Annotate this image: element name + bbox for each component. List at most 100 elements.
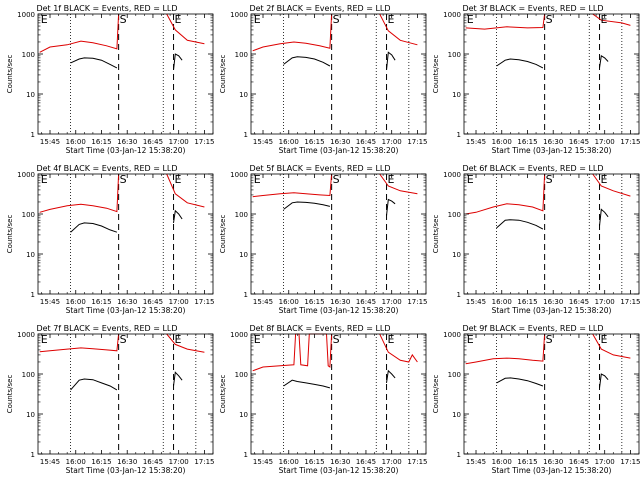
y-tick-label: 100 xyxy=(235,211,248,219)
marker-S-label: S xyxy=(546,173,553,186)
detector-panel: Det 2f BLACK = Events, RED = LLD Counts/s… xyxy=(219,4,428,155)
detector-panel: Det 7f BLACK = Events, RED = LLD Counts/s… xyxy=(6,324,215,475)
black-events-series xyxy=(70,222,118,233)
y-tick-label: 1000 xyxy=(230,11,248,19)
red-lld-series xyxy=(252,13,333,52)
marker-E-label: E xyxy=(467,333,474,346)
x-tick-label: 16:30 xyxy=(117,458,137,466)
x-tick-label: 17:00 xyxy=(169,138,189,146)
y-tick-label: 1 xyxy=(244,291,248,299)
x-tick-label: 16:30 xyxy=(543,298,563,306)
y-axis-label: Counts/sec xyxy=(432,375,440,414)
y-tick-label: 100 xyxy=(235,371,248,379)
marker-E-label: E xyxy=(175,173,182,186)
y-tick-label: 100 xyxy=(22,51,35,59)
marker-E-label: E xyxy=(388,173,395,186)
x-tick-label: 16:00 xyxy=(279,298,299,306)
black-events-series xyxy=(599,54,609,68)
x-tick-label: 16:45 xyxy=(569,458,589,466)
red-lld-series xyxy=(252,173,333,198)
plot-frame xyxy=(463,13,640,135)
plot-frame xyxy=(250,13,427,135)
marker-E-label: E xyxy=(601,13,608,26)
x-axis-label: Start Time (03-Jan-12 15:38:20) xyxy=(66,466,186,475)
y-axis-label: Counts/sec xyxy=(6,215,14,254)
marker-E-label: E xyxy=(467,173,474,186)
y-tick-label: 1000 xyxy=(230,331,248,339)
x-tick-label: 16:15 xyxy=(91,458,111,466)
black-events-series xyxy=(70,378,118,391)
y-tick-label: 10 xyxy=(452,91,461,99)
x-tick-label: 17:00 xyxy=(169,458,189,466)
detector-panel: Det 8f BLACK = Events, RED = LLD Counts/s… xyxy=(219,324,428,475)
panel-title: Det 8f BLACK = Events, RED = LLD xyxy=(249,324,390,333)
black-events-series xyxy=(70,57,118,69)
red-lld-series xyxy=(379,333,418,363)
y-tick-label: 10 xyxy=(239,91,248,99)
plot-frame xyxy=(463,333,640,455)
x-tick-label: 16:00 xyxy=(492,138,512,146)
red-lld-series xyxy=(592,13,631,26)
y-tick-label: 1000 xyxy=(443,11,461,19)
black-events-series xyxy=(386,51,396,70)
x-tick-label: 16:30 xyxy=(330,458,350,466)
red-lld-series xyxy=(252,333,333,372)
red-lld-series xyxy=(39,333,120,353)
y-tick-label: 10 xyxy=(26,251,35,259)
x-tick-label: 17:15 xyxy=(407,138,427,146)
x-tick-label: 17:00 xyxy=(595,138,615,146)
y-axis-label: Counts/sec xyxy=(432,55,440,94)
marker-E-label: E xyxy=(175,333,182,346)
detector-panel: Det 5f BLACK = Events, RED = LLD Counts/s… xyxy=(219,164,428,315)
black-events-series xyxy=(496,377,544,387)
x-tick-label: 16:45 xyxy=(143,138,163,146)
red-lld-series xyxy=(379,173,418,195)
black-events-series xyxy=(496,219,544,230)
x-tick-label: 17:15 xyxy=(620,298,640,306)
detector-panel: Det 9f BLACK = Events, RED = LLD Counts/s… xyxy=(432,324,640,475)
red-lld-series xyxy=(39,173,120,213)
marker-E-label: E xyxy=(388,333,395,346)
panel-title: Det 7f BLACK = Events, RED = LLD xyxy=(36,324,177,333)
marker-S-label: S xyxy=(120,13,127,26)
x-tick-label: 16:00 xyxy=(279,138,299,146)
marker-S-label: S xyxy=(546,13,553,26)
x-tick-label: 16:30 xyxy=(330,138,350,146)
black-events-series xyxy=(496,58,544,69)
panel-title: Det 3f BLACK = Events, RED = LLD xyxy=(462,4,603,13)
x-tick-label: 16:45 xyxy=(356,298,376,306)
x-tick-label: 16:15 xyxy=(304,138,324,146)
y-tick-label: 1000 xyxy=(230,171,248,179)
y-tick-label: 10 xyxy=(26,411,35,419)
x-tick-label: 15:45 xyxy=(466,458,486,466)
red-lld-series xyxy=(592,173,631,197)
x-tick-label: 17:00 xyxy=(169,298,189,306)
y-tick-label: 10 xyxy=(452,411,461,419)
x-tick-label: 17:15 xyxy=(194,138,214,146)
x-tick-label: 16:00 xyxy=(492,458,512,466)
black-events-series xyxy=(599,373,609,388)
x-tick-label: 16:15 xyxy=(517,138,537,146)
x-tick-label: 15:45 xyxy=(40,138,60,146)
panel-title: Det 2f BLACK = Events, RED = LLD xyxy=(249,4,390,13)
x-tick-label: 17:15 xyxy=(194,298,214,306)
x-tick-label: 16:45 xyxy=(143,458,163,466)
y-tick-label: 10 xyxy=(26,91,35,99)
x-tick-label: 17:15 xyxy=(407,298,427,306)
y-axis-label: Counts/sec xyxy=(432,215,440,254)
red-lld-series xyxy=(39,13,120,53)
x-tick-label: 16:30 xyxy=(543,138,563,146)
x-tick-label: 16:45 xyxy=(569,138,589,146)
panel-title: Det 9f BLACK = Events, RED = LLD xyxy=(462,324,603,333)
panel-title: Det 4f BLACK = Events, RED = LLD xyxy=(36,164,177,173)
x-tick-label: 16:45 xyxy=(143,298,163,306)
x-tick-label: 17:15 xyxy=(194,458,214,466)
y-tick-label: 100 xyxy=(448,51,461,59)
y-axis-label: Counts/sec xyxy=(219,215,227,254)
detector-panel: Det 4f BLACK = Events, RED = LLD Counts/s… xyxy=(6,164,215,315)
y-tick-label: 10 xyxy=(239,251,248,259)
y-axis-label: Counts/sec xyxy=(6,375,14,414)
x-tick-label: 15:45 xyxy=(253,138,273,146)
black-events-series xyxy=(173,209,183,223)
x-axis-label: Start Time (03-Jan-12 15:38:20) xyxy=(66,306,186,315)
